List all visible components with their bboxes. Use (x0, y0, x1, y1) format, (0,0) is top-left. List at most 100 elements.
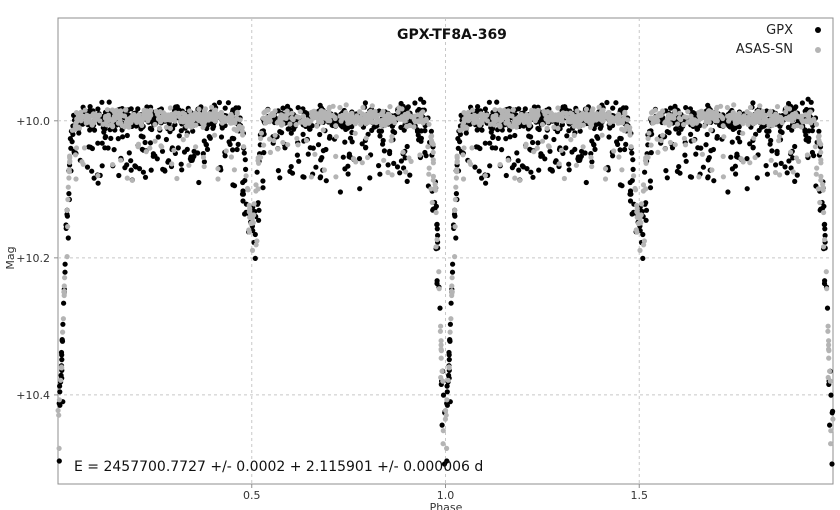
gpx-point (522, 106, 528, 112)
gpx-point (65, 235, 71, 241)
asas-sn-point (420, 109, 426, 115)
x-tick-label: 1.5 (631, 489, 649, 502)
gpx-point (285, 126, 291, 132)
gpx-point (132, 163, 138, 169)
asas-sn-point (828, 441, 834, 447)
gpx-point (604, 99, 610, 106)
gpx-point (729, 166, 736, 172)
asas-sn-point (440, 428, 446, 434)
asas-sn-point (438, 323, 444, 329)
asas-sn-point (714, 118, 720, 124)
gpx-point (317, 175, 323, 181)
asas-sn-point (430, 149, 436, 155)
asas-sn-point (188, 124, 194, 130)
gpx-point (229, 135, 235, 141)
asas-sn-point (216, 113, 222, 119)
asas-sn-point (814, 165, 820, 171)
gpx-point (788, 165, 794, 171)
gpx-point (256, 207, 262, 213)
asas-sn-point (761, 118, 767, 124)
gpx-point (725, 189, 731, 195)
gpx-point (630, 157, 636, 163)
asas-sn-point (269, 113, 275, 119)
gpx-point (446, 357, 452, 363)
asas-sn-point (212, 132, 218, 138)
gpx-point (494, 99, 500, 105)
asas-sn-point (171, 147, 177, 153)
asas-sn-point (564, 114, 570, 120)
asas-sn-point (449, 288, 455, 294)
asas-sn-point (193, 122, 199, 128)
asas-sn-point (169, 161, 175, 167)
y-axis-label: Mag (4, 246, 17, 269)
gpx-point (407, 172, 413, 178)
asas-sn-point (62, 275, 68, 281)
gpx-point (750, 145, 756, 151)
asas-sn-point (758, 111, 764, 117)
asas-sn-point (209, 104, 215, 110)
asas-sn-point (126, 117, 132, 123)
gpx-point (479, 175, 485, 181)
asas-sn-point (574, 108, 580, 114)
gpx-point (828, 392, 834, 398)
asas-sn-point (167, 125, 173, 131)
gpx-point (191, 148, 197, 154)
asas-sn-point (438, 338, 444, 344)
asas-sn-point (363, 120, 369, 126)
gpx-point (756, 127, 762, 133)
asas-sn-point (551, 117, 557, 123)
gpx-point (152, 153, 158, 159)
gpx-point (439, 422, 445, 428)
gpx-point (288, 130, 294, 136)
asas-sn-point (469, 145, 475, 151)
gpx-point (397, 170, 403, 176)
asas-sn-point (632, 185, 638, 192)
asas-sn-point (616, 154, 622, 160)
asas-sn-point (453, 175, 459, 181)
gpx-point (447, 321, 453, 327)
asas-sn-point (65, 184, 71, 190)
asas-sn-point (470, 107, 476, 113)
gpx-point (487, 140, 493, 146)
gpx-point (95, 180, 101, 186)
asas-sn-point (333, 174, 339, 180)
gpx-point (218, 134, 225, 140)
asas-sn-point (353, 159, 359, 165)
gpx-point (764, 128, 770, 134)
asas-sn-point (466, 118, 472, 124)
asas-sn-point (437, 328, 443, 334)
gpx-point (493, 145, 499, 151)
x-tick-label: 1.0 (437, 489, 455, 502)
asas-sn-point (501, 107, 507, 113)
asas-sn-point (251, 212, 257, 218)
asas-sn-point (439, 368, 445, 374)
gpx-point (196, 179, 202, 186)
asas-sn-point (460, 176, 467, 182)
asas-sn-point (648, 115, 654, 121)
asas-sn-point (507, 123, 513, 129)
asas-sn-point (818, 149, 824, 155)
asas-sn-point (700, 114, 707, 121)
gpx-point (173, 104, 179, 110)
asas-sn-point (558, 116, 564, 122)
asas-sn-point (246, 209, 252, 215)
asas-sn-point (813, 171, 819, 177)
gpx-point (367, 175, 373, 181)
gpx-point (704, 131, 710, 138)
asas-sn-point (380, 117, 386, 123)
asas-sn-point (423, 116, 429, 122)
asas-sn-point (449, 283, 455, 289)
asas-sn-point (201, 115, 208, 121)
asas-sn-point (482, 173, 488, 179)
asas-sn-point (768, 157, 774, 163)
gpx-point (203, 142, 209, 148)
gpx-point (803, 137, 809, 143)
asas-sn-point (466, 159, 472, 165)
gpx-point (139, 146, 145, 152)
gpx-point (115, 136, 121, 142)
asas-sn-point (436, 269, 442, 275)
gpx-point (296, 158, 302, 164)
asas-sn-point (823, 269, 829, 275)
asas-sn-point (118, 113, 124, 119)
asas-sn-point (752, 154, 758, 161)
